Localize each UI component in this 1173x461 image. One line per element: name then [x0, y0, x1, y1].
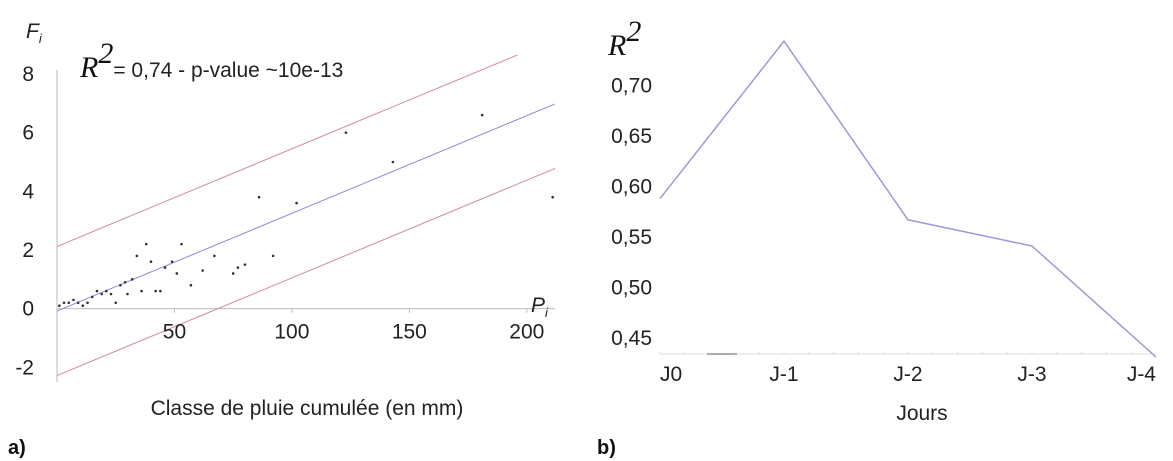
- y-tick-label: 0,65: [611, 125, 652, 148]
- data-point: [135, 254, 139, 258]
- panel-b-axes: [659, 352, 1156, 355]
- x-tick-label: J0: [660, 363, 682, 386]
- data-point: [213, 254, 216, 258]
- data-point: [391, 160, 395, 164]
- series-line: [659, 39, 1157, 358]
- panel-a-points: [58, 113, 554, 308]
- y-tick-label: -2: [15, 356, 34, 379]
- data-point: [100, 292, 103, 296]
- data-point: [170, 260, 174, 264]
- y-tick-label: 0,55: [611, 226, 652, 249]
- data-point: [344, 131, 348, 134]
- data-point: [163, 266, 167, 269]
- data-point: [149, 260, 153, 264]
- panel-a-y-ticks: -2 0 2 4 6 8: [15, 63, 34, 379]
- data-point: [130, 278, 134, 281]
- data-point: [201, 269, 204, 272]
- data-point: [159, 289, 162, 293]
- data-point: [72, 298, 75, 302]
- data-point: [140, 289, 143, 293]
- panel-a-axes: [56, 70, 555, 382]
- data-point: [271, 254, 275, 258]
- x-tick-label: J-3: [1017, 363, 1046, 386]
- data-point: [95, 289, 99, 293]
- panel-a-label: a): [8, 437, 26, 459]
- panel-a-x-label: Classe de pluie cumulée (en mm): [151, 397, 464, 420]
- data-point: [189, 283, 193, 287]
- data-point: [180, 242, 183, 246]
- data-point: [81, 304, 85, 308]
- data-point: [62, 301, 66, 305]
- data-point: [123, 280, 127, 284]
- panel-b-x-label: Jours: [896, 402, 947, 425]
- y-tick-label: 0,45: [611, 327, 652, 350]
- x-tick-label: J-4: [1127, 363, 1156, 386]
- data-point: [126, 292, 129, 296]
- panel-b-series: [659, 39, 1157, 358]
- y-tick-label: 0: [22, 298, 34, 321]
- panel-b-y-ticks: 0,45 0,50 0,55 0,60 0,65 0,70: [611, 75, 652, 350]
- panel-b-y-axis-name: R2: [607, 15, 641, 62]
- x-tick-label: J-1: [769, 363, 798, 386]
- y-tick-label: 2: [22, 239, 34, 262]
- data-point: [58, 304, 61, 308]
- y-tick-label: 4: [22, 180, 34, 203]
- data-point: [154, 289, 157, 293]
- x-tick-label: 200: [509, 321, 544, 344]
- upper-band-line: [57, 55, 519, 247]
- data-point: [243, 263, 247, 266]
- data-point: [295, 201, 298, 205]
- panel-b-label: b): [597, 437, 616, 459]
- y-tick-label: 8: [22, 63, 34, 86]
- data-point: [551, 195, 554, 199]
- panel-b-x-ticks: J0 J-1 J-2 J-3 J-4: [660, 363, 1156, 386]
- lower-band-line: [57, 168, 555, 377]
- panel-a-x-ticks: 50 100 150 200: [163, 308, 544, 344]
- y-tick-label: 0,60: [611, 175, 652, 198]
- data-point: [109, 292, 113, 296]
- data-point: [144, 242, 148, 246]
- data-point: [114, 301, 118, 305]
- panel-b: 0,450,500,550,600,650,70 J0 J-1 J-2 J-3 J-4 …: [597, 15, 1157, 459]
- panel-a-annotation: R2= 0,74 - p-value ~10e-13: [79, 37, 343, 84]
- data-point: [67, 301, 71, 305]
- data-point: [119, 283, 122, 287]
- regression-line: [57, 103, 555, 312]
- data-point: [86, 301, 89, 305]
- y-tick-label: 0,70: [611, 75, 652, 98]
- x-tick-label: J-2: [893, 363, 922, 386]
- x-tick-label: 100: [274, 321, 309, 344]
- data-point: [236, 266, 240, 269]
- data-point: [257, 195, 261, 199]
- data-point: [76, 301, 80, 305]
- data-point: [175, 272, 179, 275]
- y-tick-label: 0,50: [611, 276, 652, 299]
- data-point: [105, 289, 108, 293]
- panel-a-y-axis-name: Fi: [26, 20, 43, 46]
- data-point: [90, 295, 94, 299]
- data-point: [231, 272, 235, 275]
- panel-a: 50 100 150 200 -2 0 2 4 6 8 Fi Pi R2= 0,74 - p-v…: [8, 20, 555, 459]
- panel-a-x-axis-name: Pi: [531, 294, 549, 320]
- x-tick-label: 50: [163, 321, 186, 344]
- panel-a-lines: [57, 55, 555, 377]
- data-point: [480, 113, 484, 117]
- x-tick-label: 150: [392, 321, 427, 344]
- y-tick-label: 6: [22, 122, 34, 145]
